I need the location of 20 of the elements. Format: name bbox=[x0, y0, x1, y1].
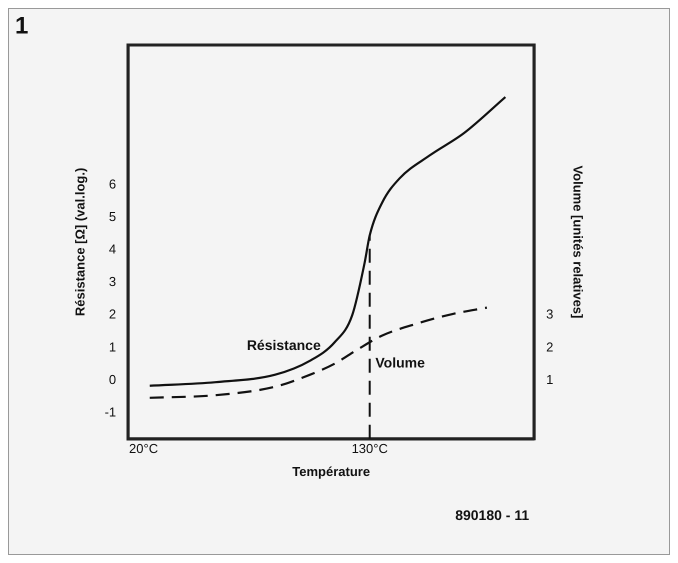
x-tick-label: 130°C bbox=[352, 441, 388, 456]
y-tick-label: 6 bbox=[108, 176, 116, 192]
text: 1 bbox=[15, 12, 28, 40]
y-tick-label: -1 bbox=[104, 404, 116, 420]
y2-tick-label: 1 bbox=[546, 372, 554, 387]
x-axis-title: Température bbox=[292, 464, 370, 479]
y-tick-label: 5 bbox=[108, 209, 116, 224]
y-tick-label: 3 bbox=[108, 274, 116, 290]
y2-tick-label: 2 bbox=[546, 339, 554, 354]
x-tick-label: 20°C bbox=[129, 441, 158, 456]
y-tick-label: 2 bbox=[108, 306, 116, 322]
text: 890180 - 11 bbox=[455, 506, 530, 523]
y-tick-label: 4 bbox=[108, 242, 116, 257]
y-tick-label: 0 bbox=[108, 372, 116, 387]
y2-axis-title: Volume [unités relatives] bbox=[570, 165, 586, 318]
y-axis-title: Résistance [Ω] (val.log.) bbox=[72, 168, 88, 316]
y-tick-label: 1 bbox=[108, 339, 116, 354]
series-label: Volume bbox=[375, 354, 426, 370]
series-label: Résistance bbox=[246, 337, 321, 353]
y2-tick-label: 3 bbox=[546, 306, 554, 322]
